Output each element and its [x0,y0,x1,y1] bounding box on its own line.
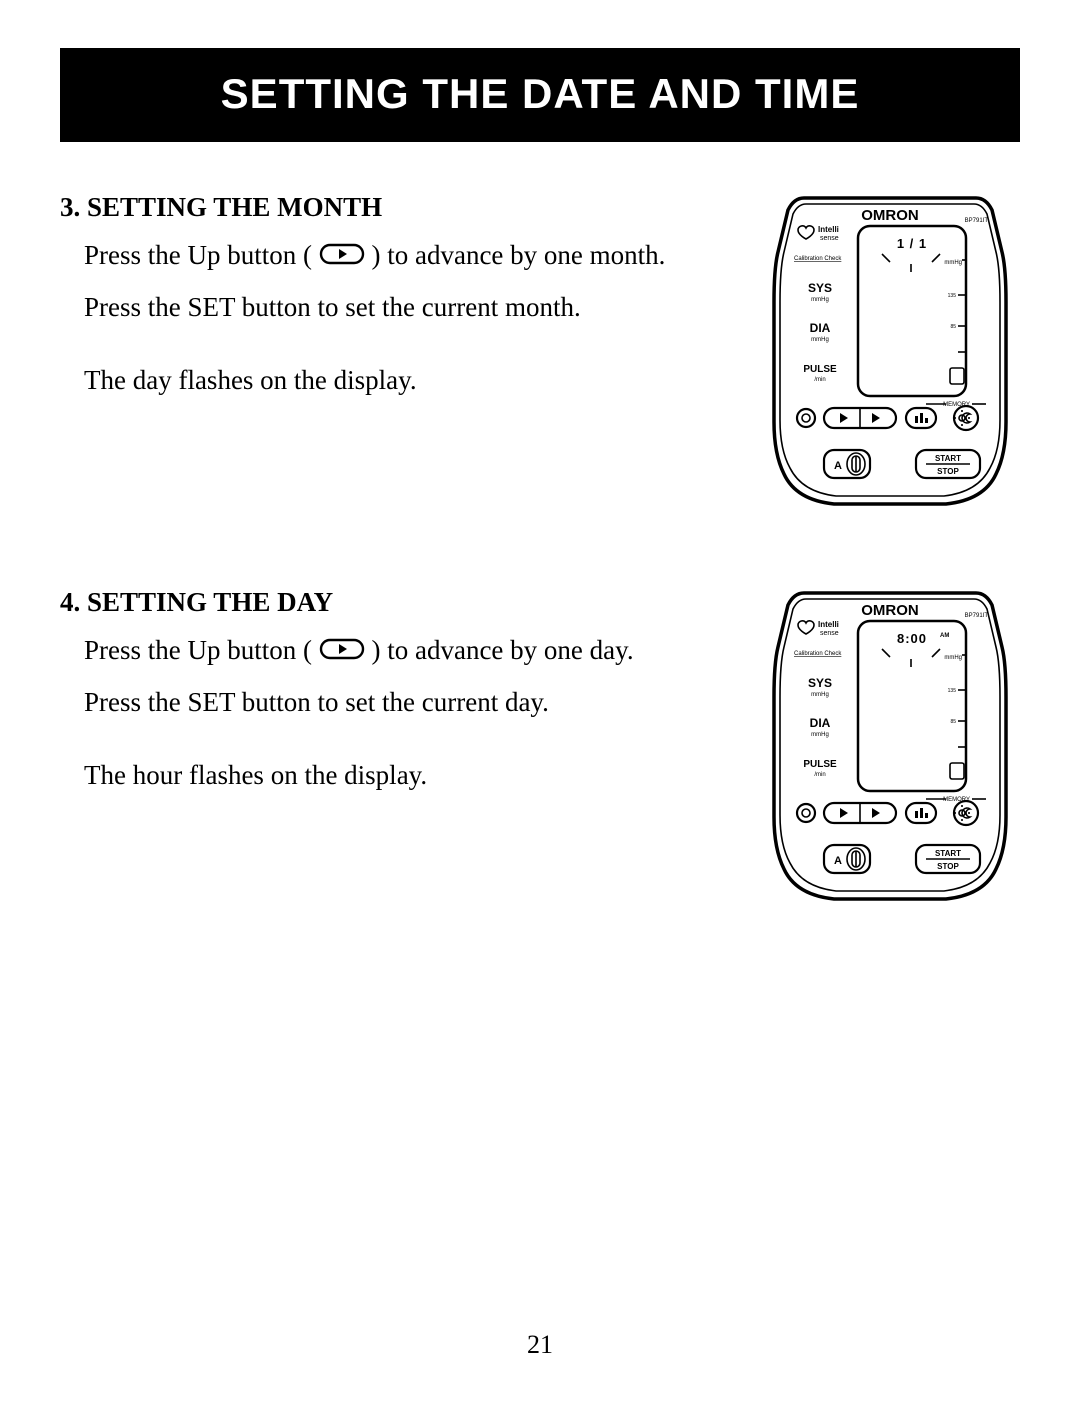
screen-ampm: AM [940,633,949,639]
device-model: BP791IT [965,218,989,224]
p1-post: ) to advance by one day. [371,635,633,665]
svg-text:sense: sense [820,235,839,242]
device-model: BP791IT [965,613,989,619]
section-day: 4. SETTING THE DAY Press the Up button (… [60,587,1020,912]
pulse-unit: /min [814,772,825,778]
pulse-label: PULSE [803,759,837,770]
p1-pre: Press the Up button ( [84,240,312,270]
svg-text:Intelli: Intelli [818,225,839,234]
section-month-figure: OMRON BP791IT Intelli sense Calibration … [770,192,1020,517]
pulse-unit: /min [814,377,825,383]
scale-85: 85 [950,324,956,330]
section-month-p2: Press the SET button to set the current … [60,289,750,325]
section-day-figure: OMRON BP791IT Intelli sense Calibration … [770,587,1020,912]
page-number: 21 [0,1330,1080,1360]
page-title: SETTING THE DATE AND TIME [221,70,860,117]
screen-time: 1 / 1 [897,236,927,251]
section-day-text: 4. SETTING THE DAY Press the Up button (… [60,587,770,809]
scale-85: 85 [950,719,956,725]
dia-unit: mmHg [811,337,829,343]
set-button [797,409,815,427]
user-a-label: A [834,460,842,472]
start-label: START [935,454,961,463]
sys-label: SYS [808,676,832,690]
up-button-icon [319,637,365,661]
start-label: START [935,849,961,858]
sys-unit: mmHg [811,297,829,303]
device-brand: OMRON [861,207,919,224]
up-button-icon [319,242,365,266]
screen-time: 8:00 [897,631,927,646]
stop-label: STOP [937,467,959,476]
section-day-p2: Press the SET button to set the current … [60,684,750,720]
section-month-text: 3. SETTING THE MONTH Press the Up button… [60,192,770,414]
pulse-label: PULSE [803,364,837,375]
set-button [797,804,815,822]
sys-label: SYS [808,281,832,295]
calibration-label: Calibration Check [794,256,842,262]
device-brand: OMRON [861,602,919,619]
section-month-p3: The day flashes on the display. [60,362,750,398]
section-month: 3. SETTING THE MONTH Press the Up button… [60,192,1020,517]
section-day-p3: The hour flashes on the display. [60,757,750,793]
sys-unit: mmHg [811,692,829,698]
user-a-label: A [834,855,842,867]
device-illustration: OMRON BP791IT Intelli sense Calibration … [770,587,1010,907]
manual-page: SETTING THE DATE AND TIME 3. SETTING THE… [0,0,1080,1402]
scale-135: 135 [948,293,957,299]
device-illustration: OMRON BP791IT Intelli sense Calibration … [770,192,1010,512]
scale-unit: mmHg [944,655,962,661]
p1-pre: Press the Up button ( [84,635,312,665]
section-day-heading: 4. SETTING THE DAY [60,587,750,618]
section-month-p1: Press the Up button ( ) to advance by on… [60,237,750,273]
dia-label: DIA [810,321,831,335]
calibration-label: Calibration Check [794,651,842,657]
page-title-bar: SETTING THE DATE AND TIME [60,48,1020,142]
svg-text:Intelli: Intelli [818,620,839,629]
svg-text:sense: sense [820,630,839,637]
section-month-heading: 3. SETTING THE MONTH [60,192,750,223]
dia-label: DIA [810,716,831,730]
p1-post: ) to advance by one month. [371,240,665,270]
section-day-p1: Press the Up button ( ) to advance by on… [60,632,750,668]
scale-135: 135 [948,688,957,694]
scale-unit: mmHg [944,260,962,266]
dia-unit: mmHg [811,732,829,738]
stop-label: STOP [937,862,959,871]
